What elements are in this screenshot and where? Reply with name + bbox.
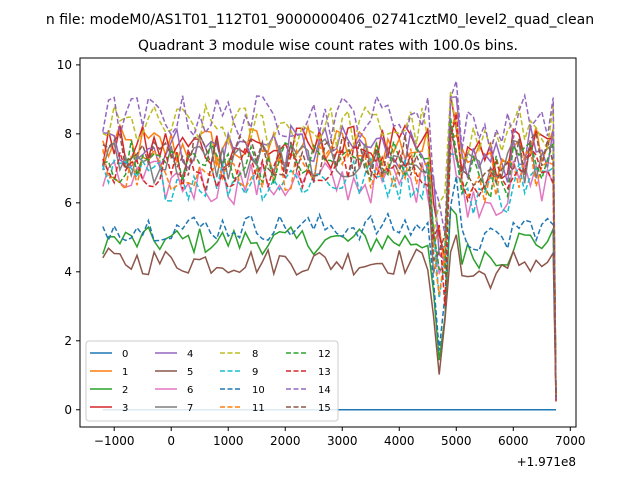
legend-label-15: 15 (318, 403, 331, 414)
y-tick-label: 2 (64, 334, 72, 348)
legend-label-14: 14 (318, 385, 331, 396)
series-line-7 (102, 124, 557, 399)
series-line-13 (102, 113, 557, 400)
series-line-5 (102, 234, 557, 400)
legend-label-0: 0 (122, 349, 128, 360)
legend-label-12: 12 (318, 349, 331, 360)
y-tick-label: 8 (64, 127, 72, 141)
legend-label-13: 13 (318, 367, 331, 378)
series-line-10 (102, 176, 557, 400)
x-tick-label: 5000 (441, 434, 472, 448)
series-line-14 (102, 80, 557, 402)
legend-label-7: 7 (187, 403, 193, 414)
legend-label-5: 5 (187, 367, 193, 378)
axes-frame (79, 57, 577, 428)
legend-label-4: 4 (187, 349, 193, 360)
x-tick-label: −1000 (94, 434, 135, 448)
series-line-15 (102, 125, 557, 398)
y-tick-label: 6 (64, 196, 72, 210)
legend-label-8: 8 (252, 349, 258, 360)
legend-label-9: 9 (252, 367, 258, 378)
x-axis: −1000 0 1000 2000 3000 4000 5000 6000 7000 (94, 427, 586, 448)
x-tick-label: 2000 (270, 434, 301, 448)
series-line-6 (102, 138, 557, 400)
y-tick-label: 4 (64, 265, 72, 279)
y-tick-label: 10 (57, 58, 72, 72)
legend-label-2: 2 (122, 385, 128, 396)
x-offset-label: +1.971e8 (517, 455, 576, 469)
legend-label-1: 1 (122, 367, 128, 378)
y-axis: 0 2 4 6 8 10 (57, 58, 80, 417)
series-line-11 (102, 111, 557, 401)
figure-suptitle: n file: modeM0/AS1T01_112T01_9000000406_… (46, 12, 594, 28)
y-tick-label: 0 (64, 403, 72, 417)
series-line-8 (102, 91, 557, 398)
legend-label-11: 11 (252, 403, 265, 414)
plot-area (102, 80, 557, 411)
series-line-2 (102, 205, 557, 401)
legend-label-10: 10 (252, 385, 265, 396)
legend-label-3: 3 (122, 403, 128, 414)
x-tick-label: 7000 (555, 434, 586, 448)
chart-title: Quadrant 3 module wise count rates with … (138, 38, 518, 54)
x-tick-label: 4000 (384, 434, 415, 448)
legend-label-6: 6 (187, 385, 193, 396)
legend-box (85, 340, 339, 422)
x-tick-label: 3000 (327, 434, 358, 448)
x-tick-label: 1000 (213, 434, 244, 448)
x-tick-label: 0 (167, 434, 175, 448)
x-tick-label: 6000 (498, 434, 529, 448)
